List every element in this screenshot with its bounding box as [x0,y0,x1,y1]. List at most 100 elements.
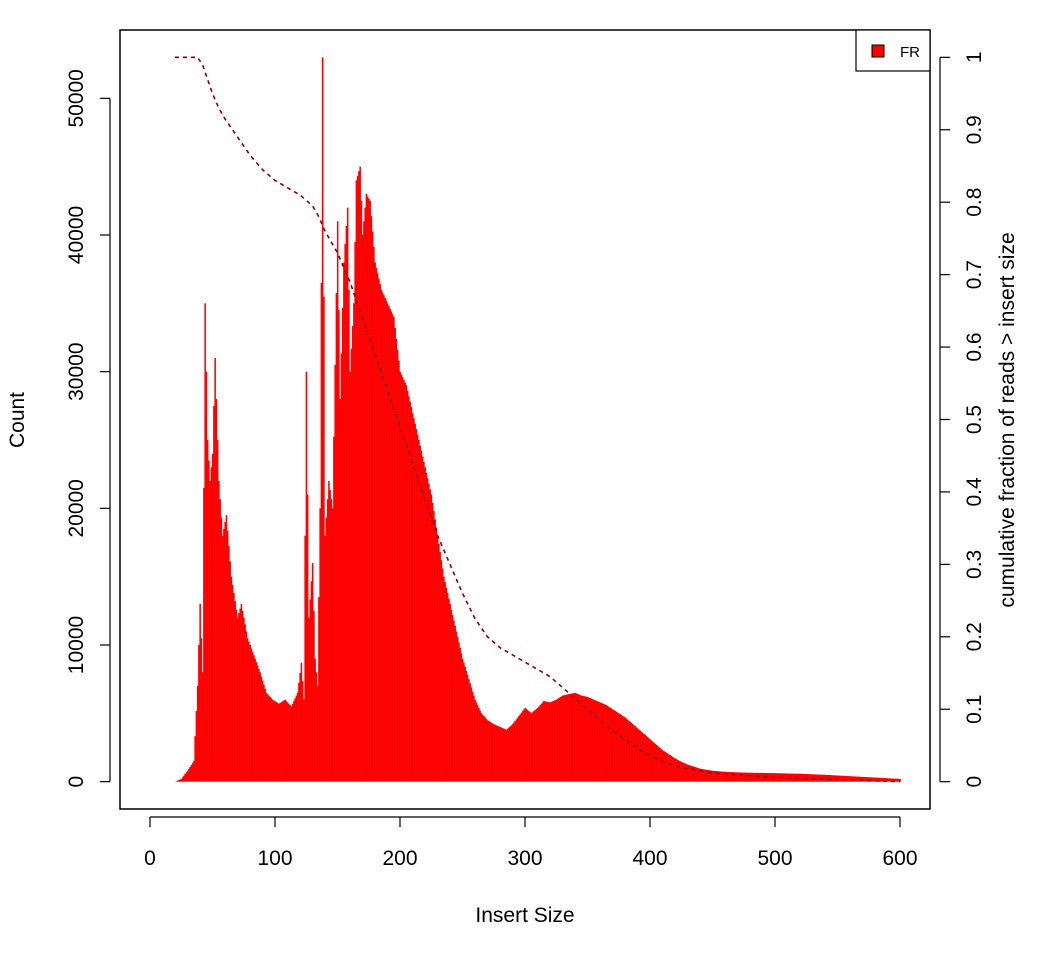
histogram-bar [479,710,481,782]
histogram-bar [483,716,485,782]
cumulative-line-path [175,56,901,783]
histogram-bar [399,371,401,782]
histogram-bar [679,761,681,782]
histogram-bar [300,662,303,782]
histogram-bar [626,719,629,782]
histogram-bar [721,771,724,782]
histogram-bar [784,773,786,782]
histogram-bar [283,700,285,782]
histogram-bar [874,777,876,782]
histogram-bar [256,665,259,782]
histogram-bar [396,349,399,782]
histogram-bar [879,777,881,782]
histogram-bar [894,778,896,782]
histogram-bar [799,773,801,782]
histogram-bar [284,699,286,782]
histogram-bar [706,769,709,782]
histogram-bar [596,701,599,782]
histogram-bar [871,777,874,782]
histogram-bar [644,734,646,782]
histogram-bar [669,755,671,782]
legend-label-fr: FR [900,44,920,61]
histogram-bar [683,762,685,782]
histogram-bar [203,487,205,782]
histogram-bar [494,724,496,782]
histogram-bar [176,780,179,782]
histogram-bar [353,303,355,782]
histogram-bar [869,777,871,782]
histogram-bar [420,450,423,782]
histogram-bar [379,284,381,782]
histogram-bar [775,773,778,782]
histogram-bar [424,467,426,782]
histogram-bar [559,697,561,782]
histogram-bar [363,221,365,782]
histogram-bar [566,694,569,782]
histogram-bar [491,723,494,782]
histogram-bar [411,412,414,782]
histogram-bar [880,777,883,782]
histogram-bar [319,508,321,782]
histogram-bar [560,696,563,782]
histogram-bar [361,235,364,782]
histogram-bar [534,710,536,782]
y-tick-label: 50000 [65,69,88,127]
histogram-bar [205,371,208,782]
histogram-bar [449,604,451,782]
histogram-bar [526,710,529,782]
histogram-bar [304,535,306,782]
histogram-bar [378,278,380,782]
histogram-bar [688,764,690,782]
histogram-bar [410,407,413,782]
histogram-bar [684,763,686,782]
histogram-bar [729,772,731,782]
histogram-bar [241,610,244,782]
histogram-bar [739,772,741,782]
histogram-bar [506,728,509,782]
histogram-bar [685,764,688,782]
histogram-bar [748,772,750,782]
histogram-bar [199,604,201,782]
histogram-bar [835,775,838,782]
histogram-bar [651,741,654,782]
histogram-bar [783,773,785,782]
histogram-bar [709,770,711,782]
histogram-bar [293,701,295,782]
histogram-bar [885,778,888,782]
histogram-bar [529,712,531,782]
histogram-bar [439,552,441,782]
histogram-bar [374,262,376,782]
histogram-bar [503,728,505,782]
histogram-bar [419,445,421,782]
histogram-bar [431,502,434,782]
histogram-bar [750,772,753,782]
histogram-bar [576,693,579,782]
histogram-bar [441,568,444,782]
histogram-bar [738,772,740,782]
histogram-bar [856,776,859,782]
histogram-bar [624,717,626,782]
histogram-bar [516,717,519,782]
histogram-bar [425,472,428,782]
histogram-bar [824,774,826,782]
histogram-bar [195,711,198,782]
histogram-bar [838,775,840,782]
histogram-bar [450,609,453,782]
histogram-bar [434,519,436,782]
histogram-bar [686,764,689,782]
histogram-bar [220,517,223,782]
histogram-bar [850,776,853,782]
y2-tick-label: 0.3 [963,550,986,579]
histogram-bar [313,610,315,782]
histogram-bar [591,699,594,782]
histogram-bar [731,772,734,782]
histogram-bar [580,695,583,782]
histogram-bar [808,774,810,782]
histogram-bar [680,761,683,782]
histogram-bar [400,374,403,782]
cumulative-fraction-line [175,56,901,783]
histogram-bar [884,778,886,782]
histogram-bar [736,772,739,782]
histogram-bar [295,695,298,782]
